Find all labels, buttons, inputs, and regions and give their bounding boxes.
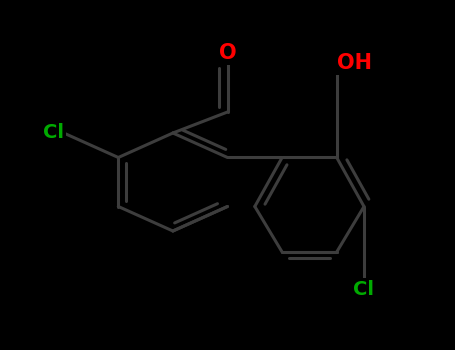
Text: OH: OH [337, 53, 372, 73]
Text: Cl: Cl [354, 280, 374, 299]
Text: O: O [219, 43, 236, 63]
Text: Cl: Cl [43, 124, 64, 142]
